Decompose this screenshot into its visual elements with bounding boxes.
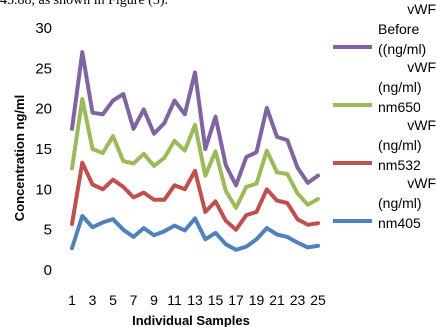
y-tick-label: 20 <box>35 101 52 118</box>
x-tick-label: 13 <box>187 292 203 308</box>
legend-label-3-0: vWF <box>407 175 436 191</box>
x-tick-label: 21 <box>269 292 285 308</box>
x-tick-label: 11 <box>167 292 182 308</box>
y-tick-label: 0 <box>44 262 52 279</box>
series-line-1 <box>70 97 320 210</box>
x-tick-label: 9 <box>150 292 158 308</box>
legend-label-3-2: nm405 <box>378 215 421 231</box>
legend-label-1-0: vWF <box>407 59 436 75</box>
y-tick-label: 15 <box>35 141 52 158</box>
legend-label-2-1: (ng/ml) <box>378 137 422 153</box>
x-tick-label: 25 <box>310 292 326 308</box>
legend-label-0-1: Before <box>378 21 419 37</box>
y-axis-title: Concentration ng/ml <box>12 95 27 221</box>
x-tick-label: 3 <box>89 292 97 308</box>
x-tick-label: 7 <box>130 292 138 308</box>
y-tick-label: 5 <box>44 222 52 239</box>
y-tick-label: 30 <box>35 20 52 37</box>
x-tick-label: 5 <box>109 292 117 308</box>
series-line-2 <box>70 160 320 232</box>
x-axis-ticks: 1 3 5 7 9 11 13 15 17 19 21 23 25 <box>68 292 326 308</box>
legend-label-0-2: ((ng/ml) <box>378 41 426 57</box>
x-tick-label: 19 <box>249 292 265 308</box>
legend-label-2-2: nm532 <box>378 157 421 173</box>
series-lines <box>70 50 320 252</box>
x-axis-title: Individual Samples <box>132 313 250 327</box>
legend: vWF Before ((ng/ml) vWF (ng/ml) nm650 vWF (ng/m… <box>333 1 436 231</box>
legend-label-1-2: nm650 <box>378 99 421 115</box>
caption-fragment: 45.88, as shown in Figure (3). <box>0 0 168 8</box>
series-line-3 <box>70 214 320 252</box>
series-line-0 <box>70 50 320 188</box>
y-tick-label: 25 <box>35 60 52 77</box>
legend-label-3-1: (ng/ml) <box>378 195 422 211</box>
x-tick-label: 1 <box>68 292 76 308</box>
x-tick-label: 23 <box>290 292 306 308</box>
x-tick-label: 15 <box>208 292 224 308</box>
x-tick-label: 17 <box>228 292 244 308</box>
y-tick-label: 10 <box>35 181 52 198</box>
legend-label-2-0: vWF <box>407 117 436 133</box>
legend-label-1-1: (ng/ml) <box>378 79 422 95</box>
legend-label-0-0: vWF <box>407 1 436 17</box>
y-axis-ticks: 0 5 10 15 20 25 30 <box>35 20 52 279</box>
